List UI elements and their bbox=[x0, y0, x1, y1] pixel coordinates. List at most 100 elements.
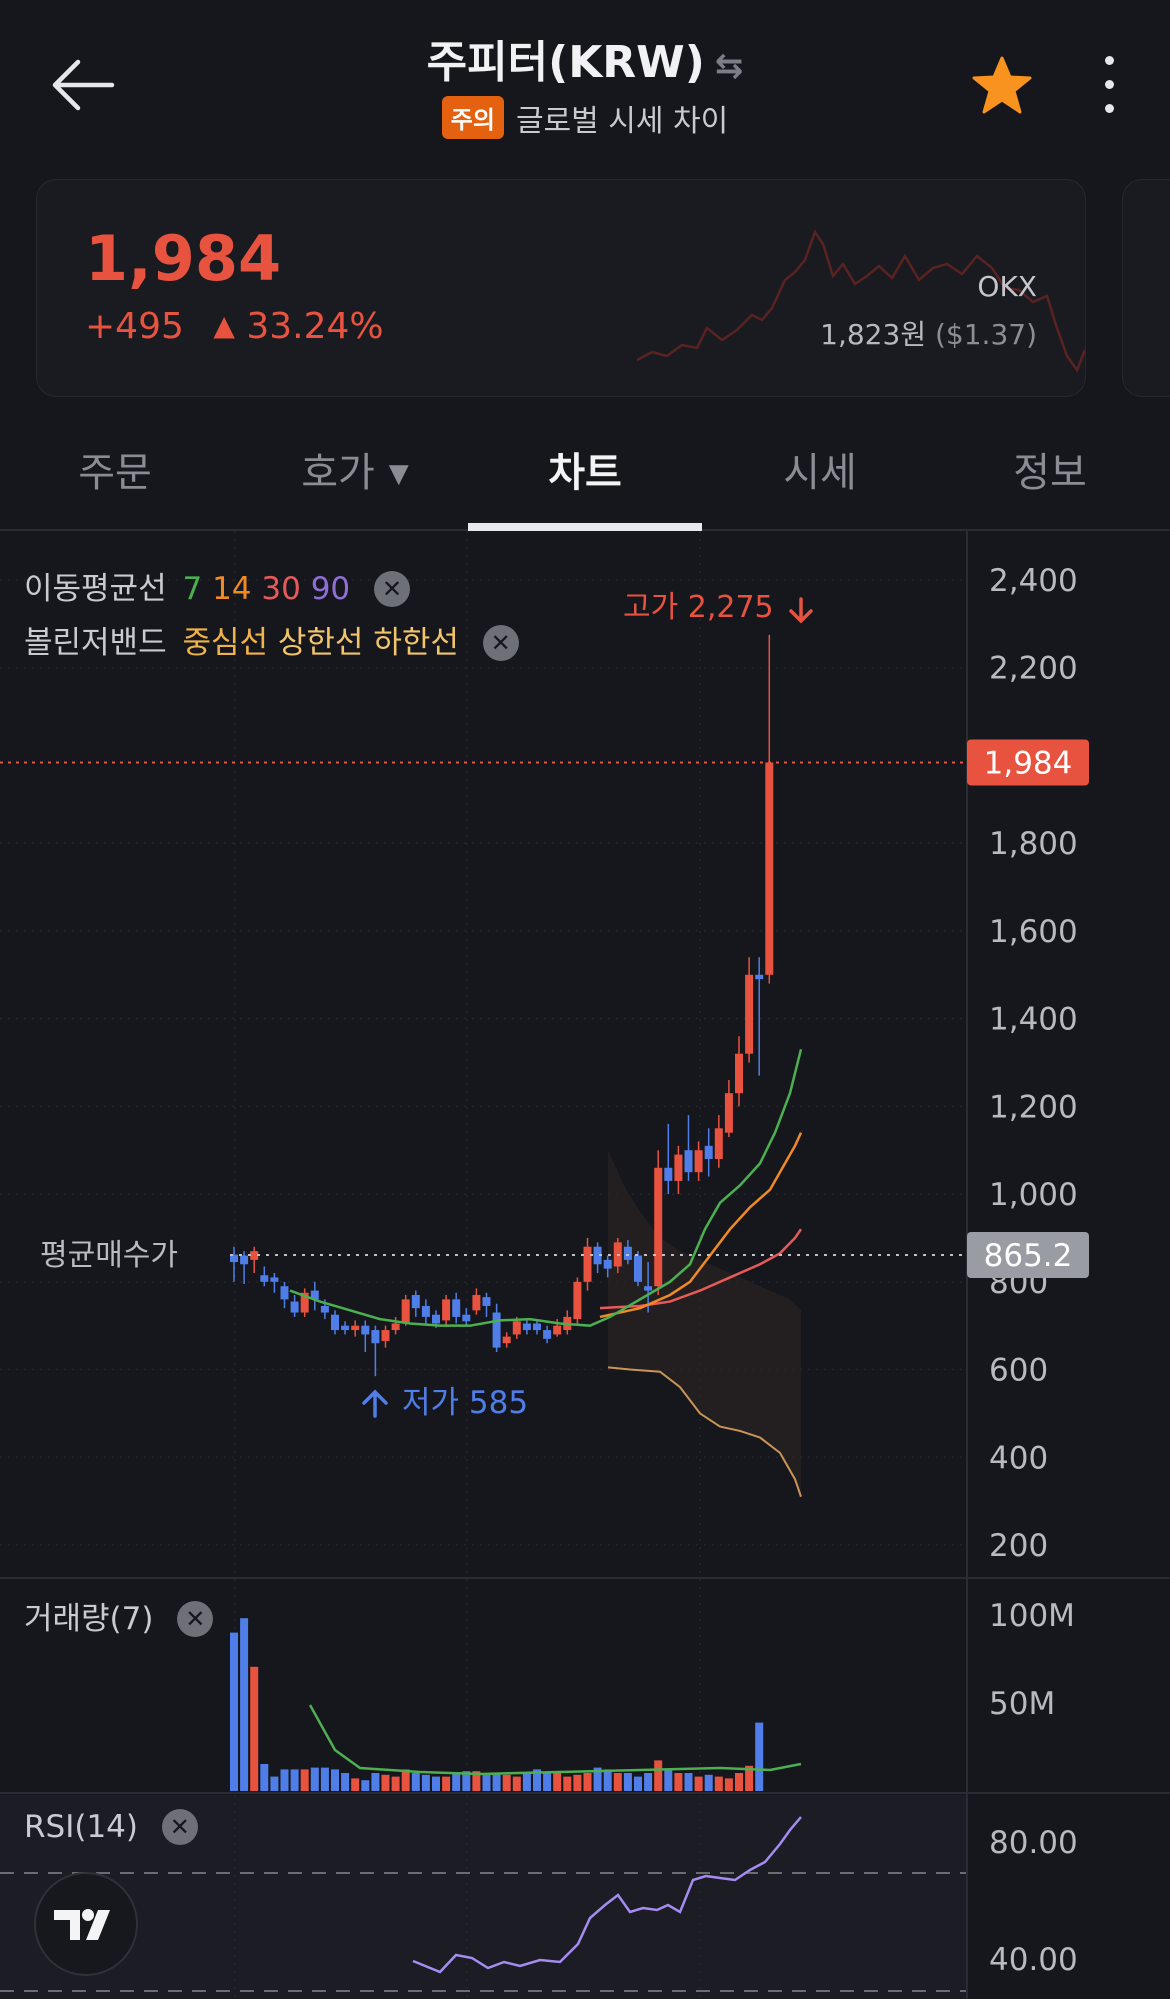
candle-body bbox=[361, 1325, 370, 1335]
volume-bar bbox=[533, 1769, 541, 1791]
candle-body bbox=[411, 1294, 420, 1309]
candle-body bbox=[351, 1325, 360, 1331]
ma-30: 30 bbox=[261, 571, 301, 607]
candle-body bbox=[644, 1286, 653, 1291]
volume-bar bbox=[482, 1773, 491, 1791]
volume-bar bbox=[341, 1773, 350, 1791]
ma-14: 14 bbox=[212, 571, 252, 607]
price-tick-label: 200 bbox=[989, 1528, 1048, 1564]
tradingview-logo[interactable] bbox=[34, 1872, 138, 1976]
more-options-icon[interactable] bbox=[1098, 54, 1122, 116]
rsi-tick-label: 40.00 bbox=[989, 1942, 1078, 1978]
volume-bar bbox=[411, 1773, 420, 1791]
close-rsi-icon[interactable]: ✕ bbox=[161, 1809, 198, 1845]
volume-bar bbox=[573, 1774, 582, 1791]
tab-order[interactable]: 주문 bbox=[78, 450, 152, 496]
volume-bars bbox=[230, 1618, 802, 1791]
price-tick-label: 2,200 bbox=[989, 651, 1078, 687]
candle-body bbox=[694, 1150, 703, 1173]
candle-body bbox=[512, 1321, 521, 1335]
price-tick-label: 1,600 bbox=[989, 914, 1078, 950]
exchange-price-usd: ($1.37) bbox=[934, 318, 1037, 351]
candle-body bbox=[735, 1053, 743, 1094]
star-icon[interactable] bbox=[970, 54, 1034, 122]
exchange-price-krw: 1,823원 bbox=[820, 318, 927, 351]
bb-legend[interactable]: 볼린저밴드 중심선 상한선 하한선 ✕ bbox=[24, 617, 519, 662]
ma14-line bbox=[599, 1132, 803, 1319]
volume-label: 거래량(7) bbox=[24, 1601, 154, 1637]
swap-icon[interactable]: ⇆ bbox=[714, 46, 744, 86]
volume-tick-label: 100M bbox=[989, 1598, 1075, 1634]
moving-averages bbox=[289, 1049, 803, 1327]
volume-bar bbox=[462, 1771, 471, 1791]
candle-body bbox=[573, 1281, 582, 1320]
candle-body bbox=[250, 1251, 259, 1260]
price-card[interactable]: 1,984 +495 ▲ 33.24% OKX 1,823원 ($1.37) bbox=[36, 179, 1086, 397]
candle-body bbox=[755, 974, 764, 980]
candle-body bbox=[533, 1323, 541, 1331]
candle-body bbox=[442, 1299, 451, 1321]
tab-orderbook[interactable]: 호가 ▼ bbox=[270, 440, 440, 498]
caret-down-icon: ▼ bbox=[388, 459, 409, 489]
candle-body bbox=[583, 1246, 592, 1282]
warning-badge: 주의 bbox=[441, 96, 504, 139]
candle-body bbox=[381, 1330, 390, 1342]
price-tick-label: 1,400 bbox=[989, 1002, 1078, 1038]
volume-bar bbox=[280, 1769, 289, 1791]
candlesticks bbox=[230, 634, 774, 1377]
volume-bar bbox=[593, 1767, 602, 1791]
change-percent: 33.24% bbox=[246, 306, 384, 347]
volume-bar bbox=[644, 1773, 653, 1791]
low-arrow-icon bbox=[362, 1389, 388, 1418]
volume-bar bbox=[442, 1776, 451, 1791]
price-chart[interactable]: 2,4002,2001,8001,6001,4001,2001,00080060… bbox=[0, 531, 1170, 1999]
tab-chart[interactable]: 차트 bbox=[548, 450, 622, 496]
volume-bar bbox=[432, 1776, 440, 1791]
candle-body bbox=[432, 1314, 440, 1324]
avg-buy-tag bbox=[967, 1232, 1089, 1278]
candle-body bbox=[240, 1255, 249, 1265]
bb-upper: 상한선 bbox=[277, 625, 364, 661]
price-tick-label: 1,800 bbox=[989, 826, 1078, 862]
volume-legend[interactable]: 거래량(7) ✕ bbox=[24, 1593, 214, 1638]
volume-bar bbox=[563, 1776, 572, 1791]
candle-body bbox=[300, 1292, 309, 1313]
rsi-tick-label: 80.00 bbox=[989, 1825, 1078, 1861]
rsi-legend[interactable]: RSI(14) ✕ bbox=[24, 1809, 198, 1845]
volume-tick-label: 50M bbox=[989, 1686, 1055, 1722]
volume-bar bbox=[492, 1773, 501, 1791]
current-price-tag bbox=[967, 739, 1089, 786]
volume-bar bbox=[553, 1773, 562, 1791]
volume-bar bbox=[300, 1769, 309, 1791]
bb-lower-line bbox=[607, 1366, 802, 1498]
price-tick-label: 2,400 bbox=[989, 563, 1078, 599]
ma-legend[interactable]: 이동평균선 7 14 30 90 ✕ bbox=[24, 563, 410, 608]
tab-market[interactable]: 시세 bbox=[783, 450, 857, 496]
volume-bar bbox=[664, 1769, 673, 1791]
active-tab-indicator bbox=[468, 523, 702, 531]
volume-bar bbox=[361, 1780, 370, 1791]
candle-body bbox=[634, 1255, 642, 1282]
candle-body bbox=[684, 1150, 693, 1173]
chart-annotations: 1,984 865.2 평균매수가 고가 2,275 저가 585 bbox=[0, 590, 1089, 1421]
candle-body bbox=[230, 1254, 238, 1263]
candle-body bbox=[492, 1312, 501, 1348]
close-bb-icon[interactable]: ✕ bbox=[482, 625, 519, 661]
candle-body bbox=[401, 1299, 410, 1324]
volume-bar bbox=[290, 1769, 299, 1791]
volume-bar bbox=[634, 1776, 642, 1791]
close-volume-icon[interactable]: ✕ bbox=[177, 1601, 214, 1637]
next-card[interactable] bbox=[1122, 179, 1170, 397]
tab-info[interactable]: 정보 bbox=[1013, 450, 1087, 496]
close-ma-icon[interactable]: ✕ bbox=[374, 571, 410, 607]
volume-bar bbox=[452, 1773, 461, 1791]
price-tick-label: 400 bbox=[989, 1440, 1048, 1476]
volume-bar bbox=[724, 1778, 733, 1791]
volume-bar bbox=[351, 1778, 360, 1791]
global-price-diff[interactable]: 주의 글로벌 시세 차이 bbox=[0, 96, 1170, 140]
back-arrow-icon[interactable] bbox=[48, 50, 118, 120]
rsi-line bbox=[412, 1816, 802, 1974]
candle-body bbox=[270, 1277, 279, 1282]
price-change: +495 ▲ 33.24% bbox=[85, 306, 384, 347]
candle-body bbox=[714, 1128, 723, 1159]
